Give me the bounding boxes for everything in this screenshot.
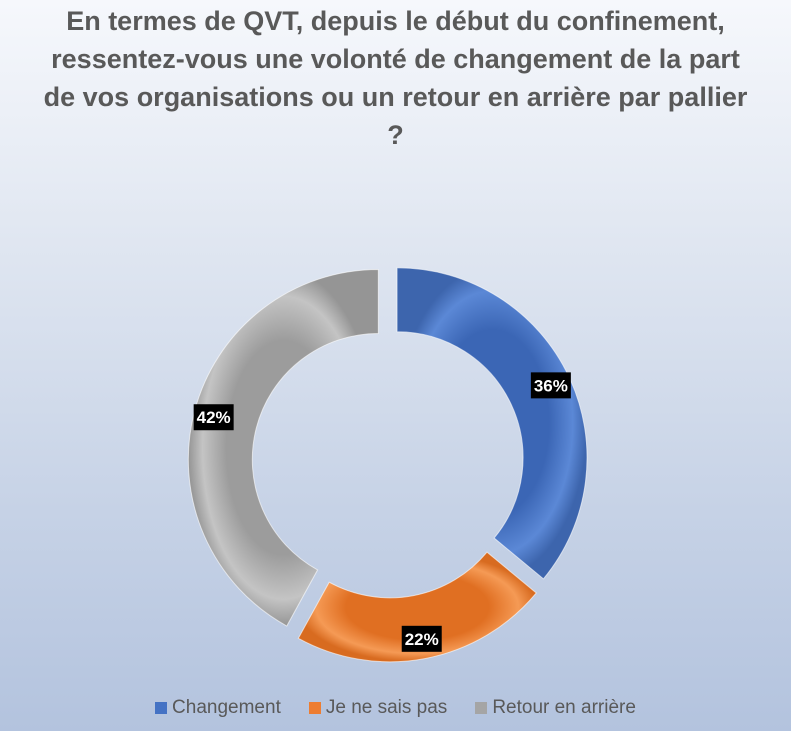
slice-retour-en-arriere xyxy=(187,269,379,627)
data-label-changement: 36% xyxy=(530,372,571,399)
legend-label-retour-en-arriere: Retour en arrière xyxy=(492,697,636,718)
data-label-text-retour-en-arriere: 42% xyxy=(197,408,231,427)
data-label-bg-retour-en-arriere xyxy=(193,404,234,431)
slice-changement xyxy=(396,267,588,580)
data-label-je-ne-sais-pas: 22% xyxy=(401,625,442,652)
data-label-text-changement: 36% xyxy=(534,376,568,395)
data-label-text-je-ne-sais-pas: 22% xyxy=(405,630,439,649)
legend-label-je-ne-sais-pas: Je ne sais pas xyxy=(325,697,448,718)
legend-label-changement: Changement xyxy=(172,697,281,718)
legend-entry-je-ne-sais-pas: Je ne sais pas xyxy=(308,697,448,719)
data-label-bg-changement xyxy=(530,372,571,399)
legend-entry-changement: Changement xyxy=(155,697,281,719)
slice-je-ne-sais-pas xyxy=(297,551,537,663)
legend: Changement Je ne sais pas Retour en arri… xyxy=(0,697,791,719)
legend-swatch-je-ne-sais-pas xyxy=(308,702,321,714)
data-label-retour-en-arriere: 42% xyxy=(193,404,234,431)
data-label-bg-je-ne-sais-pas xyxy=(401,625,442,652)
legend-swatch-retour-en-arriere xyxy=(475,702,488,714)
chart-title: En termes de QVT, depuis le début du con… xyxy=(43,6,748,150)
legend-swatch-changement xyxy=(155,702,168,714)
legend-entry-retour-en-arriere: Retour en arrière xyxy=(475,697,636,719)
